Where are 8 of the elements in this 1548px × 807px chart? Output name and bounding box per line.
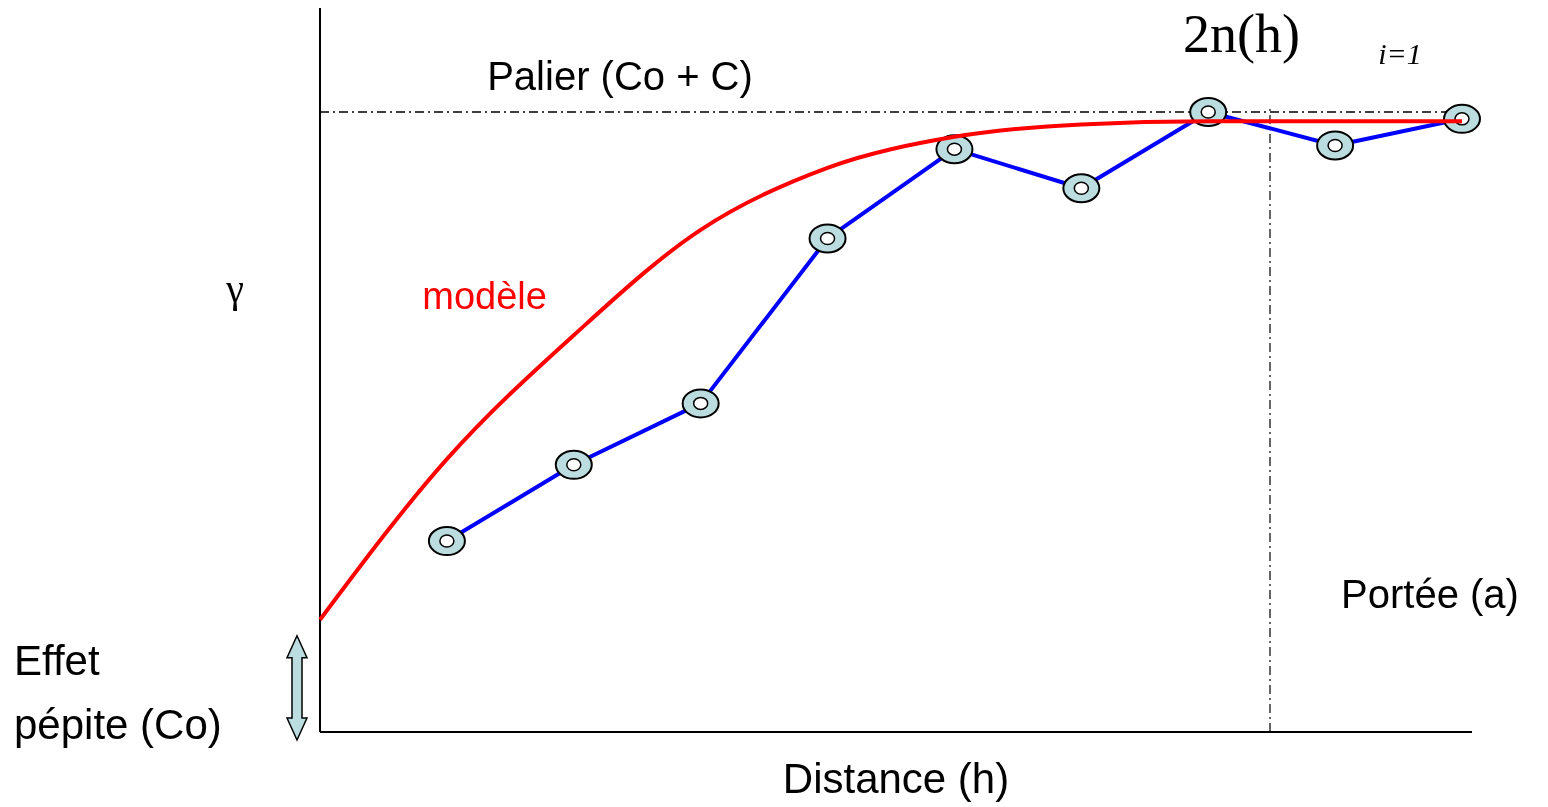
text: 2n(h) <box>1183 4 1300 64</box>
y-axis-title: γ <box>225 266 244 311</box>
ref-line-label: Palier (Co + C) <box>487 54 753 98</box>
x-axis-title: Distance (h) <box>782 755 1010 802</box>
text: Portée (a) <box>1341 572 1519 616</box>
series-label: modèle <box>422 275 547 318</box>
text: i=1 <box>1378 37 1422 70</box>
text: Effet pépite (Co) <box>14 637 222 748</box>
